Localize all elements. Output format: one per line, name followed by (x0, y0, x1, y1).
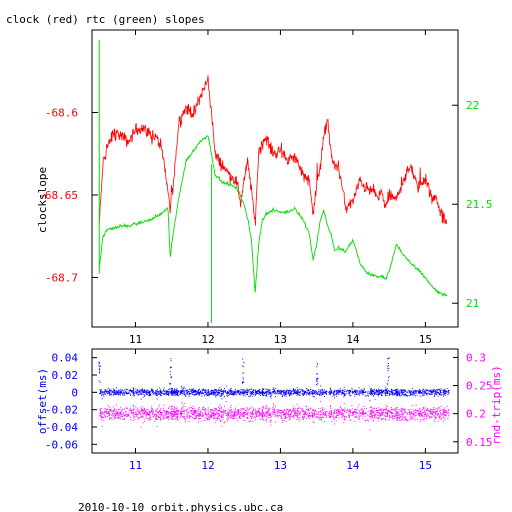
top-x-tick-label: 13 (274, 333, 287, 346)
bottom-y-left-tick-label: -0.04 (45, 421, 78, 434)
footer-text: 2010-10-10 orbit.physics.ubc.ca (78, 501, 283, 512)
bottom-y-axis-label-left: offset(ms) (36, 368, 49, 434)
bottom-x-tick-label: 14 (346, 459, 360, 472)
bottom-y-ticks-right: 0.3 0.25 0.2 0.15 (453, 351, 493, 449)
top-y-left-tick-label: -68.7 (45, 272, 78, 285)
bottom-y-right-tick-label: 0.2 (466, 408, 486, 421)
rndtrip-series-points (99, 399, 450, 431)
bottom-y-left-tick-label: -0.02 (45, 404, 78, 417)
bottom-y-ticks-left: 0.04 0.02 0 -0.02 -0.04 -0.06 (45, 352, 97, 451)
bottom-series-group (98, 357, 450, 431)
top-y-axis-label: clockslope (36, 167, 49, 233)
top-y-ticks-right: 22 21.5 21 (452, 99, 493, 310)
bottom-y-left-tick-label: -0.06 (45, 438, 78, 451)
bottom-x-tick-label: 12 (201, 459, 214, 472)
bottom-chart: 11 12 13 14 15 0.040.020-0.02-0.04-0.06 0.30… (36, 348, 503, 472)
rtc-series-line (98, 135, 448, 297)
bottom-y-left-tick-label: 0 (71, 386, 78, 399)
top-chart: 11 12 13 14 15 -68.6 -68.65 -68.7 22 21.5 21 clo… (36, 29, 493, 346)
top-x-tick-label: 12 (201, 333, 214, 346)
chart-title: clock (red) rtc (green) slopes (6, 13, 205, 26)
top-x-tick-label: 11 (129, 333, 142, 346)
top-y-left-tick-label: -68.65 (38, 189, 78, 202)
bottom-y-left-tick-label: 0.02 (52, 369, 79, 382)
offset-series-points (98, 357, 450, 402)
bottom-x-tick-label: 13 (274, 459, 287, 472)
top-y-ticks-left: -68.6 -68.65 -68.7 (38, 107, 98, 285)
top-x-tick-label: 14 (346, 333, 360, 346)
bottom-y-right-tick-label: 0.25 (466, 380, 493, 393)
bottom-y-axis-label-right: rnd-trip(ms) (490, 365, 503, 444)
top-y-right-tick-label: 21 (466, 297, 479, 310)
top-series-group (98, 39, 448, 324)
bottom-y-right-tick-label: 0.3 (466, 351, 486, 364)
bottom-y-left-tick-label: 0.04 (52, 352, 79, 365)
bottom-x-tick-label: 15 (419, 459, 432, 472)
top-y-left-tick-label: -68.6 (45, 107, 78, 120)
top-plot-frame (91, 29, 459, 328)
bottom-x-ticks: 11 12 13 14 15 (129, 349, 432, 472)
top-x-tick-label: 15 (419, 333, 432, 346)
top-x-ticks: 11 12 13 14 15 (129, 30, 432, 346)
bottom-plot-frame (91, 348, 459, 454)
top-y-right-tick-label: 22 (466, 99, 479, 112)
clock-series-line (98, 75, 448, 226)
top-y-right-tick-label: 21.5 (466, 198, 493, 211)
bottom-x-tick-label: 11 (129, 459, 142, 472)
bottom-y-right-tick-label: 0.15 (466, 436, 493, 449)
